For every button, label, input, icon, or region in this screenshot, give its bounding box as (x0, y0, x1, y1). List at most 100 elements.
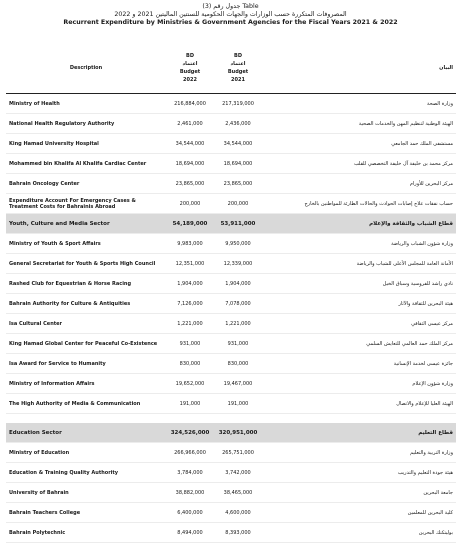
title-english: Recurrent Expenditure by Ministries & Go… (63, 19, 398, 26)
description-cell: Isa Cultural Center (6, 313, 166, 334)
table-row: Rashed Club for Equestrian & Horse Racin… (6, 273, 456, 294)
budget-2022-cell: 216,884,000 (166, 93, 214, 114)
header-budget-2022: BD اعتماد Budget 2022 (166, 43, 214, 94)
description-cell: Ministry of Health (6, 93, 166, 114)
table-row: Isa Cultural Center 1,221,000 1,221,000 مرك… (6, 313, 456, 334)
description-cell: Youth, Culture and Media Sector (6, 213, 166, 234)
description-cell: King Hamad University Hospital (6, 133, 166, 154)
budget-2022-cell: 1,221,000 (166, 313, 214, 334)
arabic-description-cell: وزارة شؤون الشباب والرياضة (262, 233, 456, 254)
table-row: University of Bahrain 38,882,000 38,465,00… (6, 482, 456, 503)
description-cell: General Secretariat for Youth & Sports H… (6, 253, 166, 274)
budget-2022-cell: 34,544,000 (166, 133, 214, 154)
sector-row: Education Sector 324,526,000 320,951,000 قط… (6, 423, 456, 443)
table-row: Bahrain Oncology Center 23,865,000 23,865,… (6, 173, 456, 194)
table-title-block: جدول رقم (3) Table المصروفات المتكررة حس… (0, 0, 461, 27)
budget-2022-cell: 19,652,000 (166, 373, 214, 394)
budget-2021-cell: 8,393,000 (214, 522, 262, 543)
arabic-description-cell: حساب نفقات علاج إصابات الحوادث والحالات … (262, 193, 456, 214)
budget-2022-cell: 200,000 (166, 193, 214, 214)
budget-2021-cell: 38,465,000 (214, 482, 262, 503)
description-cell: National Health Regulatory Authority (6, 113, 166, 134)
arabic-description-cell: وزارة التربية والتعليم (262, 442, 456, 463)
budget-2022-cell: 38,882,000 (166, 482, 214, 503)
arabic-description-cell: وزارة شؤون الإعلام (262, 373, 456, 394)
budget-2022-cell: 1,904,000 (166, 273, 214, 294)
budget-2022-cell: 54,189,000 (166, 213, 214, 234)
budget-2021-cell: 12,339,000 (214, 253, 262, 274)
table-row: Expenditure Account For Emergency Cases … (6, 193, 456, 214)
description-cell: Bahrain Oncology Center (6, 173, 166, 194)
description-cell: Isa Award for Service to Humanity (6, 353, 166, 374)
arabic-description-cell: جامعة البحرين (262, 482, 456, 503)
arabic-description-cell: مركز الملك حمد العالمي للتعايش السلمي (262, 333, 456, 354)
expenditure-table: Description BD اعتماد Budget 2022 BD اعت… (6, 43, 456, 543)
budget-2022-cell: 8,494,000 (166, 522, 214, 543)
arabic-description-cell: جائزة عيسى لخدمة الإنسانية (262, 353, 456, 374)
description-cell: King Hamad Global Center for Peaceful Co… (6, 333, 166, 354)
table-row: King Hamad Global Center for Peaceful Co… (6, 333, 456, 354)
table-row: Bahrain Polytechnic 8,494,000 8,393,000 بول… (6, 522, 456, 543)
table-header-row: Description BD اعتماد Budget 2022 BD اعت… (6, 43, 456, 94)
budget-2021-cell: 9,950,000 (214, 233, 262, 254)
budget-2022-cell: 6,400,000 (166, 502, 214, 523)
budget-2021-cell: 1,221,000 (214, 313, 262, 334)
budget-2021-cell: 19,467,000 (214, 373, 262, 394)
table-row: King Hamad University Hospital 34,544,000… (6, 133, 456, 154)
budget-2021-cell: 320,951,000 (214, 423, 262, 443)
arabic-description-cell: قطاع التعليم (262, 423, 456, 443)
arabic-description-cell: مركز عيسى الثقافي (262, 313, 456, 334)
arabic-description-cell: مركز البحرين للأورام (262, 173, 456, 194)
description-cell: Bahrain Polytechnic (6, 522, 166, 543)
budget-2021-cell: 931,000 (214, 333, 262, 354)
header-description: Description (6, 43, 166, 94)
budget-2021-cell: 265,751,000 (214, 442, 262, 463)
description-cell: Ministry of Youth & Sport Affairs (6, 233, 166, 254)
budget-2022-cell: 266,966,000 (166, 442, 214, 463)
table-row: Ministry of Information Affairs 19,652,00… (6, 373, 456, 394)
header-arabic: البيان (262, 43, 456, 94)
arabic-description-cell: الهيئة الوطنية لتنظيم المهن والخدمات الص… (262, 113, 456, 134)
budget-2021-cell: 18,694,000 (214, 153, 262, 174)
budget-2021-cell: 1,904,000 (214, 273, 262, 294)
description-cell: The High Authority of Media & Communicat… (6, 393, 166, 414)
description-cell: Ministry of Information Affairs (6, 373, 166, 394)
arabic-description-cell: الهيئة العليا للإعلام والاتصال (262, 393, 456, 414)
arabic-description-cell: قطاع الشباب والثقافة والإعلام (262, 213, 456, 234)
description-cell: Education & Training Quality Authority (6, 462, 166, 483)
description-cell: Bahrain Teachers College (6, 502, 166, 523)
description-cell: Bahrain Authority for Culture & Antiquit… (6, 293, 166, 314)
budget-2022-cell: 324,526,000 (166, 423, 214, 443)
table-row: The High Authority of Media & Communicat… (6, 393, 456, 414)
table-row: Bahrain Authority for Culture & Antiquit… (6, 293, 456, 314)
budget-2021-cell: 4,600,000 (214, 502, 262, 523)
budget-2022-cell: 23,865,000 (166, 173, 214, 194)
description-cell: Mohammed bin Khalifa Al Khalifa Cardiac … (6, 153, 166, 174)
table-row: Isa Award for Service to Humanity 830,000… (6, 353, 456, 374)
budget-2022-cell: 931,000 (166, 333, 214, 354)
table-row: Ministry of Health 216,884,000 217,319,000… (6, 93, 456, 114)
table-number: جدول رقم (3) Table (202, 3, 259, 10)
budget-2021-cell: 830,000 (214, 353, 262, 374)
table-row: Bahrain Teachers College 6,400,000 4,600,0… (6, 502, 456, 523)
budget-2021-cell: 3,742,000 (214, 462, 262, 483)
budget-2022-cell: 12,351,000 (166, 253, 214, 274)
title-arabic: المصروفات المتكررة حسب الوزارات والجهات … (114, 11, 347, 18)
budget-2021-cell: 191,000 (214, 393, 262, 414)
table-row: Ministry of Education 266,966,000 265,751,… (6, 442, 456, 463)
arabic-description-cell: الأمانة العامة للمجلس الأعلى للشباب والر… (262, 253, 456, 274)
budget-2021-cell: 34,544,000 (214, 133, 262, 154)
arabic-description-cell: نادي راشد للفروسية وسباق الخيل (262, 273, 456, 294)
table-row: General Secretariat for Youth & Sports H… (6, 253, 456, 274)
table-row: Mohammed bin Khalifa Al Khalifa Cardiac … (6, 153, 456, 174)
arabic-description-cell: مستشفى الملك حمد الجامعي (262, 133, 456, 154)
arabic-description-cell: بوليتكنك البحرين (262, 522, 456, 543)
description-cell: Expenditure Account For Emergency Cases … (6, 193, 166, 214)
budget-2022-cell: 830,000 (166, 353, 214, 374)
sector-row: Youth, Culture and Media Sector 54,189,00… (6, 213, 456, 234)
budget-2021-cell: 217,319,000 (214, 93, 262, 114)
table-row: Ministry of Youth & Sport Affairs 9,983,0… (6, 233, 456, 254)
budget-2021-cell: 7,078,000 (214, 293, 262, 314)
arabic-description-cell: كلية البحرين للمعلمين (262, 502, 456, 523)
